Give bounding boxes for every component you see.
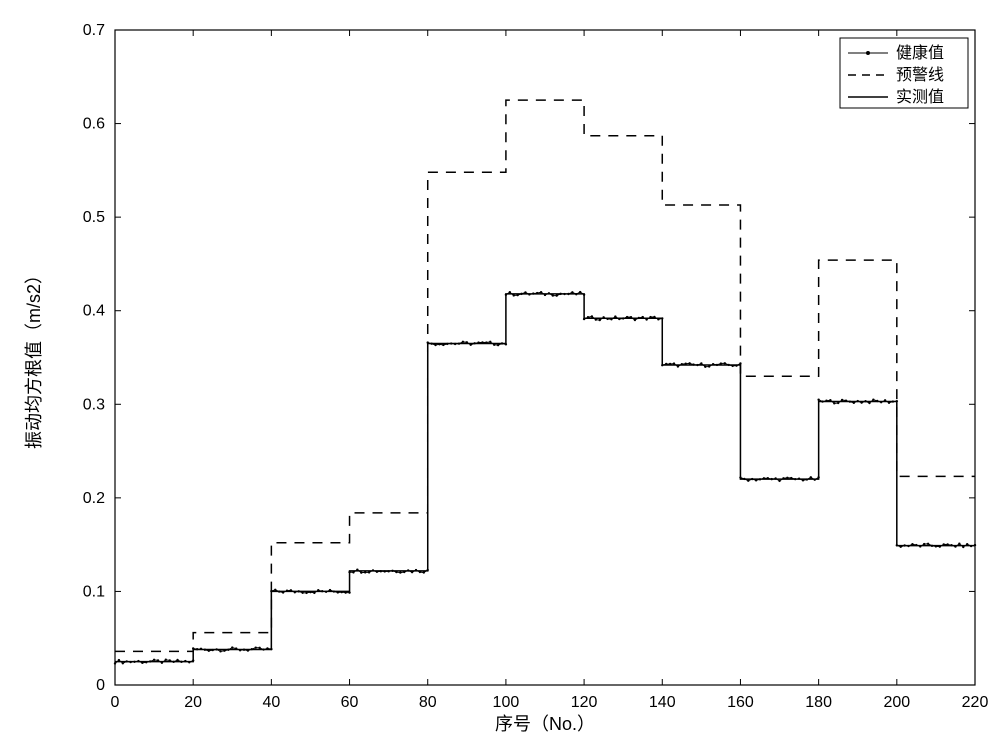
xtick-label: 20 xyxy=(184,694,202,711)
chart-container: 0 20 40 60 80 100 120 140 160 180 200 220 0 0.1 0.2 0.3… xyxy=(0,0,1000,749)
legend-label: 预警线 xyxy=(896,66,944,84)
xtick-label: 120 xyxy=(571,694,598,711)
ytick-label: 0.4 xyxy=(83,303,105,320)
ytick-label: 0.5 xyxy=(83,209,105,226)
xtick-label: 200 xyxy=(883,694,910,711)
ytick-label: 0.2 xyxy=(83,490,105,507)
x-axis-label: 序号（No.） xyxy=(495,714,595,734)
xtick-label: 0 xyxy=(111,694,120,711)
xtick-label: 180 xyxy=(805,694,832,711)
ytick-label: 0.3 xyxy=(83,396,105,413)
xtick-label: 40 xyxy=(262,694,280,711)
legend-label: 健康值 xyxy=(896,44,944,62)
xtick-label: 160 xyxy=(727,694,754,711)
xtick-label: 220 xyxy=(962,694,989,711)
chart-svg: 0 20 40 60 80 100 120 140 160 180 200 220 0 0.1 0.2 0.3… xyxy=(0,0,1000,749)
legend-label: 实测值 xyxy=(896,88,944,106)
xtick-label: 60 xyxy=(341,694,359,711)
plot-box xyxy=(115,30,975,685)
xtick-label: 100 xyxy=(493,694,520,711)
xtick-label: 80 xyxy=(419,694,437,711)
series-warning xyxy=(115,100,975,651)
series-health xyxy=(114,291,976,665)
series-measured xyxy=(115,294,975,662)
legend: 健康值预警线实测值 xyxy=(840,38,968,108)
ytick-label: 0.7 xyxy=(83,22,105,39)
ytick-label: 0 xyxy=(96,677,105,694)
xtick-label: 140 xyxy=(649,694,676,711)
y-axis-label: 振动均方根值（m/s2） xyxy=(24,266,44,449)
ytick-label: 0.1 xyxy=(83,583,105,600)
ytick-label: 0.6 xyxy=(83,116,105,133)
